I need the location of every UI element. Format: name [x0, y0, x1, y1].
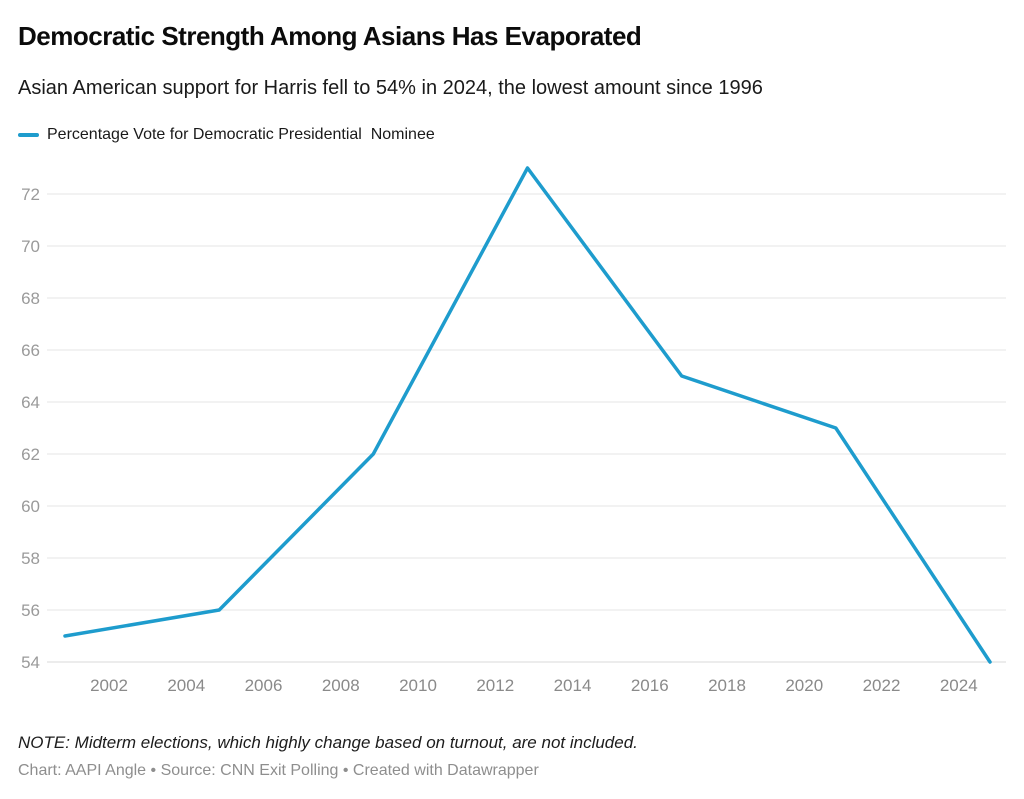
series-line [63, 166, 992, 664]
y-tick-label: 62 [21, 445, 40, 464]
x-tick-label: 2018 [708, 676, 746, 695]
chart-byline: Chart: AAPI Angle • Source: CNN Exit Pol… [18, 762, 539, 779]
chart-subtitle: Asian American support for Harris fell t… [18, 77, 763, 99]
y-tick-label: 56 [21, 601, 40, 620]
y-tick-label: 54 [21, 653, 40, 672]
chart-title: Democratic Strength Among Asians Has Eva… [18, 21, 642, 51]
x-tick-label: 2014 [554, 676, 592, 695]
x-tick-label: 2022 [863, 676, 901, 695]
y-tick-label: 64 [21, 393, 40, 412]
x-tick-label: 2004 [167, 676, 205, 695]
y-tick-label: 66 [21, 341, 40, 360]
x-tick-label: 2008 [322, 676, 360, 695]
legend: Percentage Vote for Democratic President… [18, 126, 435, 144]
y-tick-label: 68 [21, 289, 40, 308]
x-tick-label: 2016 [631, 676, 669, 695]
y-tick-label: 70 [21, 237, 40, 256]
x-tick-label: 2012 [476, 676, 514, 695]
x-tick-label: 2006 [245, 676, 283, 695]
x-tick-label: 2024 [940, 676, 978, 695]
y-tick-label: 60 [21, 497, 40, 516]
legend-label: Percentage Vote for Democratic President… [47, 126, 435, 143]
legend-line-swatch [18, 133, 39, 137]
x-tick-label: 2020 [785, 676, 823, 695]
y-tick-label: 72 [21, 185, 40, 204]
chart-note: NOTE: Midterm elections, which highly ch… [18, 733, 638, 752]
x-tick-label: 2010 [399, 676, 437, 695]
x-tick-label: 2002 [90, 676, 128, 695]
y-tick-label: 58 [21, 549, 40, 568]
